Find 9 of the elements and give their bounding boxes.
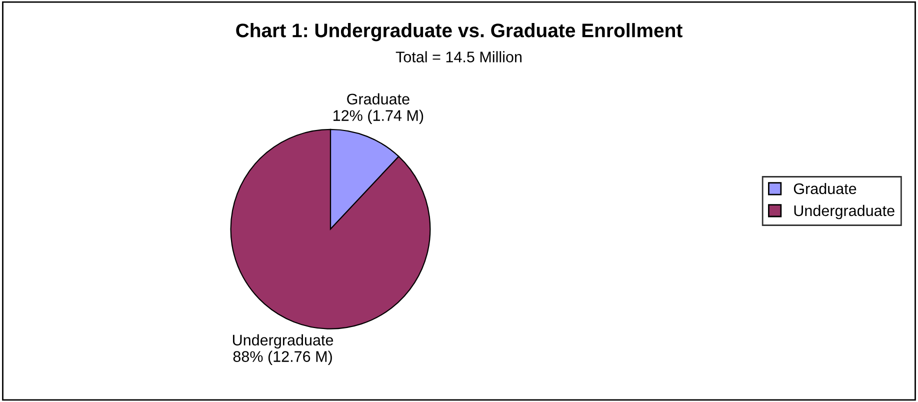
chart-subtitle: Total = 14.5 Million [396,51,522,62]
legend-label: Graduate [794,182,856,194]
pie-slice [230,128,431,330]
data-label: 88% (12.76 M) [233,350,332,365]
slice-label: Undergraduate [232,334,334,349]
slice-label: Graduate [347,93,410,105]
chart-title: Chart 1: Undergraduate vs. Graduate Enrollment [236,23,682,42]
legend-label: Undergraduate [794,204,894,220]
data-label: 12% (1.74 M) [334,110,424,124]
